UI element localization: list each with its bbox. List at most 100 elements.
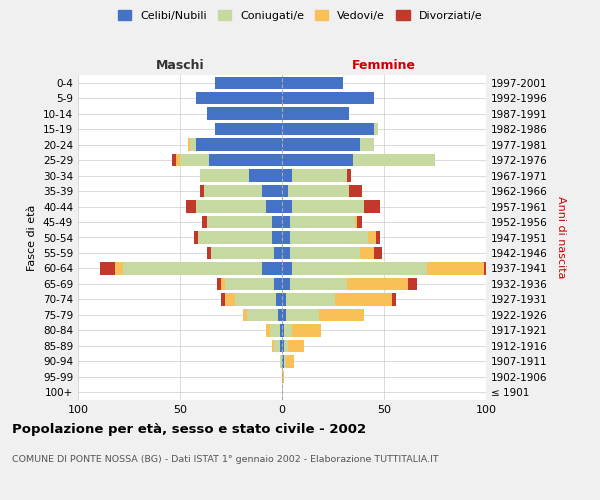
Bar (282, 170, 292, 182)
Bar (276, 293, 282, 306)
Bar (349, 185, 362, 198)
Bar (282, 76, 343, 89)
Bar (282, 232, 290, 243)
Bar (215, 76, 282, 89)
Bar (409, 278, 416, 290)
Bar (211, 247, 274, 259)
Bar (176, 154, 180, 166)
Legend: Celibi/Nubili, Coniugati/e, Vedovi/e, Divorziati/e: Celibi/Nubili, Coniugati/e, Vedovi/e, Di… (113, 6, 487, 25)
Bar (282, 92, 374, 104)
Bar (355, 216, 358, 228)
Bar (288, 340, 304, 352)
Bar (286, 308, 319, 321)
Bar (221, 293, 225, 306)
Bar (206, 108, 282, 120)
Bar (347, 278, 409, 290)
Bar (282, 138, 359, 151)
Bar (280, 324, 282, 336)
Bar (235, 293, 276, 306)
Bar (319, 308, 364, 321)
Bar (353, 154, 435, 166)
Bar (282, 324, 284, 336)
Bar (282, 247, 290, 259)
Bar (376, 232, 380, 243)
Bar (270, 324, 280, 336)
Bar (194, 232, 199, 243)
Bar (200, 185, 205, 198)
Bar (206, 216, 272, 228)
Bar (278, 308, 282, 321)
Bar (484, 262, 502, 274)
Bar (280, 340, 282, 352)
Bar (282, 355, 284, 368)
Bar (282, 278, 290, 290)
Bar (282, 185, 288, 198)
Bar (364, 200, 380, 212)
Bar (290, 278, 347, 290)
Bar (347, 170, 352, 182)
Bar (217, 278, 221, 290)
Bar (123, 262, 262, 274)
Bar (282, 340, 284, 352)
Text: Maschi: Maschi (155, 60, 205, 72)
Bar (358, 216, 362, 228)
Bar (282, 154, 353, 166)
Bar (374, 247, 382, 259)
Bar (288, 185, 349, 198)
Bar (209, 154, 282, 166)
Bar (115, 262, 123, 274)
Bar (272, 216, 282, 228)
Bar (100, 262, 115, 274)
Bar (272, 232, 282, 243)
Bar (206, 247, 211, 259)
Bar (262, 185, 282, 198)
Bar (196, 200, 266, 212)
Bar (292, 262, 427, 274)
Bar (427, 262, 484, 274)
Bar (262, 262, 282, 274)
Bar (290, 247, 359, 259)
Bar (282, 293, 286, 306)
Bar (266, 200, 282, 212)
Bar (215, 123, 282, 136)
Bar (284, 324, 292, 336)
Bar (199, 232, 272, 243)
Bar (368, 232, 376, 243)
Bar (374, 123, 378, 136)
Bar (280, 355, 282, 368)
Y-axis label: Fasce di età: Fasce di età (28, 204, 37, 270)
Bar (359, 138, 374, 151)
Bar (172, 154, 176, 166)
Bar (205, 185, 262, 198)
Text: Popolazione per età, sesso e stato civile - 2002: Popolazione per età, sesso e stato civil… (12, 422, 366, 436)
Bar (282, 108, 349, 120)
Bar (292, 324, 321, 336)
Bar (290, 232, 368, 243)
Bar (284, 355, 286, 368)
Bar (286, 293, 335, 306)
Text: COMUNE DI PONTE NOSSA (BG) - Dati ISTAT 1° gennaio 2002 - Elaborazione TUTTITALI: COMUNE DI PONTE NOSSA (BG) - Dati ISTAT … (12, 455, 439, 464)
Bar (282, 308, 286, 321)
Bar (272, 340, 274, 352)
Bar (359, 247, 374, 259)
Bar (282, 216, 290, 228)
Bar (188, 138, 190, 151)
Bar (243, 308, 247, 321)
Bar (221, 278, 225, 290)
Bar (225, 293, 235, 306)
Bar (200, 170, 250, 182)
Bar (290, 216, 355, 228)
Bar (266, 324, 270, 336)
Bar (392, 293, 396, 306)
Bar (250, 170, 282, 182)
Bar (286, 355, 294, 368)
Bar (274, 247, 282, 259)
Y-axis label: Anni di nascita: Anni di nascita (556, 196, 566, 279)
Bar (292, 200, 364, 212)
Bar (202, 216, 206, 228)
Bar (196, 92, 282, 104)
Bar (282, 262, 292, 274)
Bar (225, 278, 274, 290)
Text: Femmine: Femmine (352, 60, 416, 72)
Bar (284, 340, 288, 352)
